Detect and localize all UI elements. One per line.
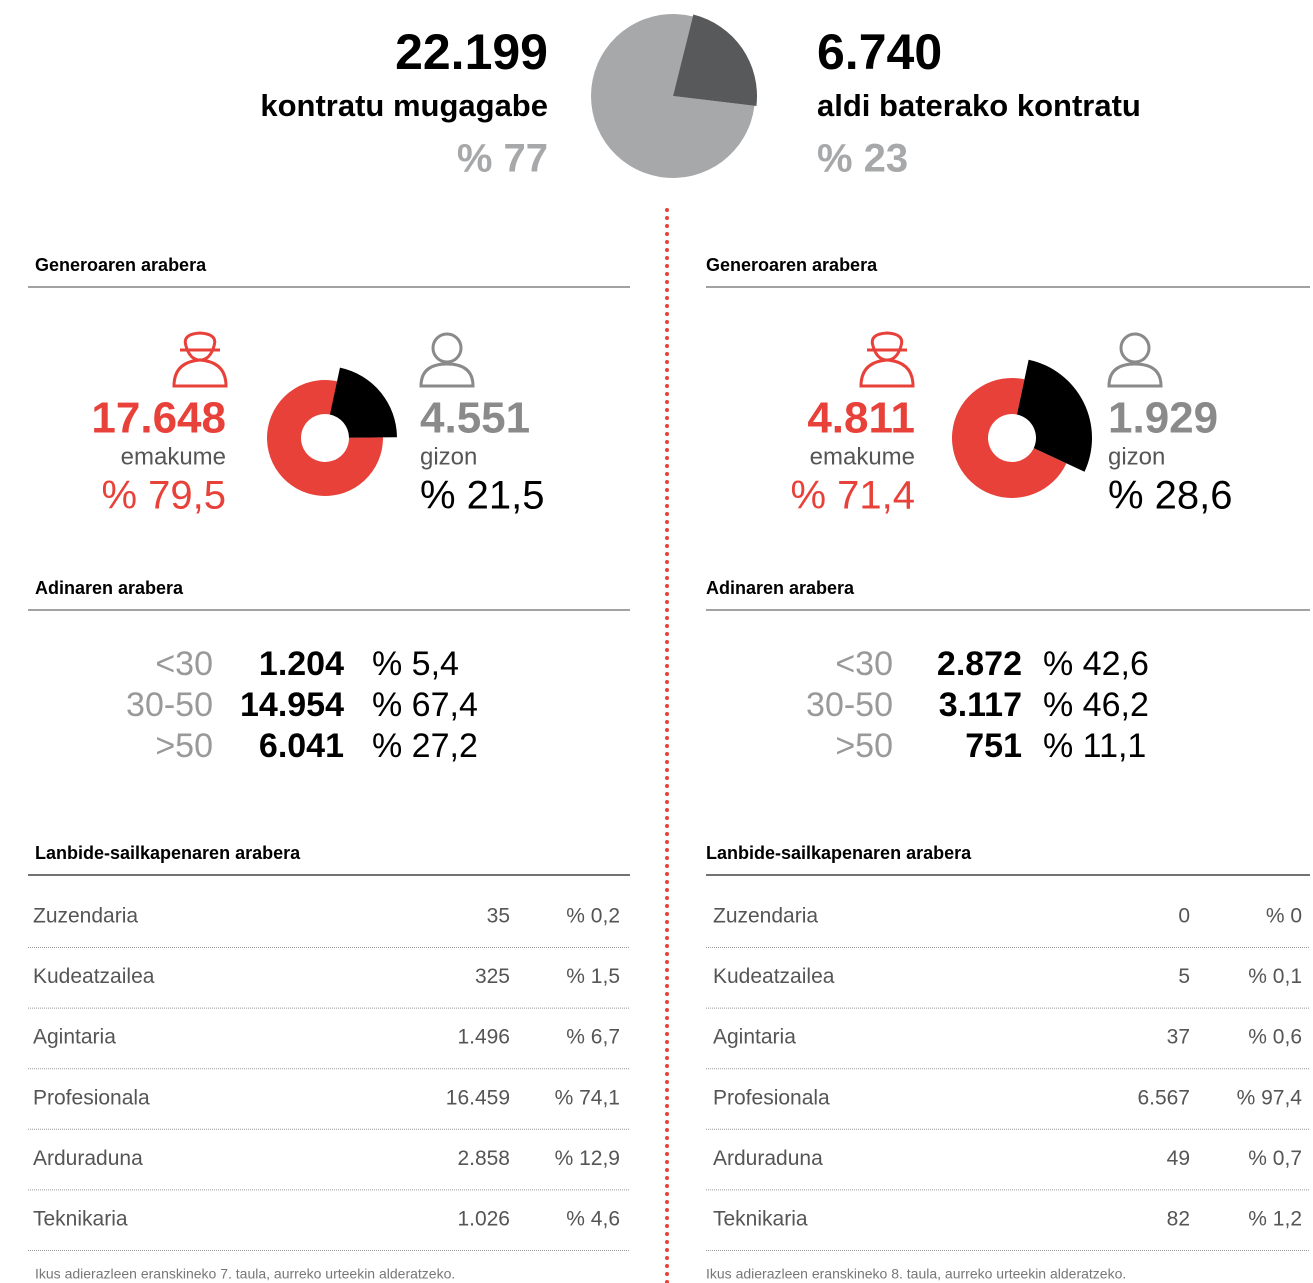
occupation-share: % 1,5 bbox=[566, 965, 620, 988]
section-heading: Adinaren arabera bbox=[706, 578, 855, 598]
occupation-share: % 12,9 bbox=[555, 1147, 620, 1170]
age-group: 30-50 bbox=[126, 686, 213, 724]
pie-slice bbox=[673, 14, 758, 106]
occupation-count: 325 bbox=[475, 965, 510, 988]
men-share: % 28,6 bbox=[1108, 474, 1233, 518]
male-icon-body bbox=[1107, 362, 1163, 388]
age-share: % 5,4 bbox=[372, 645, 459, 683]
section-heading: Lanbide-sailkapenaren arabera bbox=[706, 843, 972, 863]
female-icon bbox=[859, 331, 915, 388]
age-count: 14.954 bbox=[240, 686, 344, 724]
headline-share: % 77 bbox=[457, 137, 548, 181]
age-share: % 46,2 bbox=[1043, 686, 1149, 724]
headline-share: % 23 bbox=[817, 137, 908, 181]
women-count: 17.648 bbox=[91, 394, 226, 443]
women-label: emakume bbox=[810, 443, 915, 470]
men-share: % 21,5 bbox=[420, 474, 545, 518]
headline-label: kontratu mugagabe bbox=[260, 88, 548, 123]
occupation-name: Agintaria bbox=[33, 1026, 116, 1049]
footnote: Ikus adierazleen eranskineko 7. taula, a… bbox=[35, 1266, 455, 1282]
men-count: 1.929 bbox=[1108, 394, 1218, 443]
female-icon bbox=[172, 331, 228, 388]
occupation-count: 37 bbox=[1167, 1026, 1190, 1049]
men-label: gizon bbox=[420, 443, 477, 470]
occupation-share: % 0,7 bbox=[1248, 1147, 1302, 1170]
occupation-count: 82 bbox=[1167, 1208, 1190, 1231]
occupation-count: 5 bbox=[1178, 965, 1190, 988]
occupation-share: % 1,2 bbox=[1248, 1208, 1302, 1231]
occupation-count: 6.567 bbox=[1137, 1086, 1190, 1109]
occupation-name: Kudeatzailea bbox=[713, 965, 835, 988]
occupation-count: 1.026 bbox=[457, 1208, 510, 1231]
occupation-name: Agintaria bbox=[713, 1026, 796, 1049]
age-group: >50 bbox=[155, 727, 213, 765]
men-label: gizon bbox=[1108, 443, 1165, 470]
age-group: >50 bbox=[835, 727, 893, 765]
occupation-name: Teknikaria bbox=[713, 1208, 808, 1231]
men-count: 4.551 bbox=[420, 394, 530, 443]
occupation-name: Zuzendaria bbox=[713, 905, 818, 928]
age-share: % 27,2 bbox=[372, 727, 478, 765]
women-label: emakume bbox=[121, 443, 226, 470]
male-icon-body bbox=[419, 362, 475, 388]
women-count: 4.811 bbox=[807, 394, 915, 443]
age-group: <30 bbox=[835, 645, 893, 683]
occupation-name: Zuzendaria bbox=[33, 905, 138, 928]
occupation-count: 1.496 bbox=[457, 1026, 510, 1049]
occupation-share: % 0 bbox=[1266, 905, 1302, 928]
women-share: % 71,4 bbox=[790, 474, 915, 518]
occupation-share: % 97,4 bbox=[1237, 1086, 1303, 1109]
age-count: 6.041 bbox=[259, 727, 344, 765]
age-count: 2.872 bbox=[937, 645, 1022, 683]
section-heading: Lanbide-sailkapenaren arabera bbox=[35, 843, 301, 863]
occupation-share: % 0,6 bbox=[1248, 1026, 1302, 1049]
occupation-count: 0 bbox=[1178, 905, 1190, 928]
occupation-name: Profesionala bbox=[33, 1086, 150, 1109]
occupation-name: Arduraduna bbox=[713, 1147, 823, 1170]
headline-count: 22.199 bbox=[395, 24, 548, 80]
donut-slice bbox=[329, 367, 397, 438]
occupation-share: % 6,7 bbox=[566, 1026, 620, 1049]
occupation-share: % 0,1 bbox=[1248, 965, 1302, 988]
section-heading: Adinaren arabera bbox=[35, 578, 184, 598]
age-count: 3.117 bbox=[939, 686, 1022, 724]
occupation-name: Arduraduna bbox=[33, 1147, 143, 1170]
age-share: % 11,1 bbox=[1043, 727, 1146, 765]
age-group: 30-50 bbox=[806, 686, 893, 724]
male-icon-head bbox=[431, 332, 463, 364]
headline-count: 6.740 bbox=[817, 24, 942, 80]
occupation-count: 16.459 bbox=[446, 1086, 510, 1109]
headline-label: aldi baterako kontratu bbox=[817, 88, 1141, 123]
occupation-share: % 74,1 bbox=[555, 1086, 620, 1109]
occupation-share: % 0,2 bbox=[566, 905, 620, 928]
pie-slice bbox=[590, 13, 755, 178]
footnote: Ikus adierazleen eranskineko 8. taula, a… bbox=[706, 1266, 1126, 1282]
occupation-name: Teknikaria bbox=[33, 1208, 128, 1231]
women-share: % 79,5 bbox=[101, 474, 226, 518]
occupation-share: % 4,6 bbox=[566, 1208, 620, 1231]
age-count: 751 bbox=[965, 727, 1022, 765]
age-share: % 67,4 bbox=[372, 686, 478, 724]
occupation-count: 2.858 bbox=[457, 1147, 510, 1170]
age-group: <30 bbox=[155, 645, 213, 683]
donut-slice bbox=[1016, 359, 1092, 472]
donut-slice bbox=[952, 378, 1067, 499]
occupation-count: 49 bbox=[1167, 1147, 1190, 1170]
occupation-name: Kudeatzailea bbox=[33, 965, 155, 988]
section-heading: Generoaren arabera bbox=[35, 255, 207, 275]
male-icon-head bbox=[1119, 332, 1151, 364]
occupation-name: Profesionala bbox=[713, 1086, 830, 1109]
section-heading: Generoaren arabera bbox=[706, 255, 878, 275]
donut-slice bbox=[267, 380, 383, 497]
age-count: 1.204 bbox=[259, 645, 344, 683]
occupation-count: 35 bbox=[487, 905, 510, 928]
age-share: % 42,6 bbox=[1043, 645, 1149, 683]
